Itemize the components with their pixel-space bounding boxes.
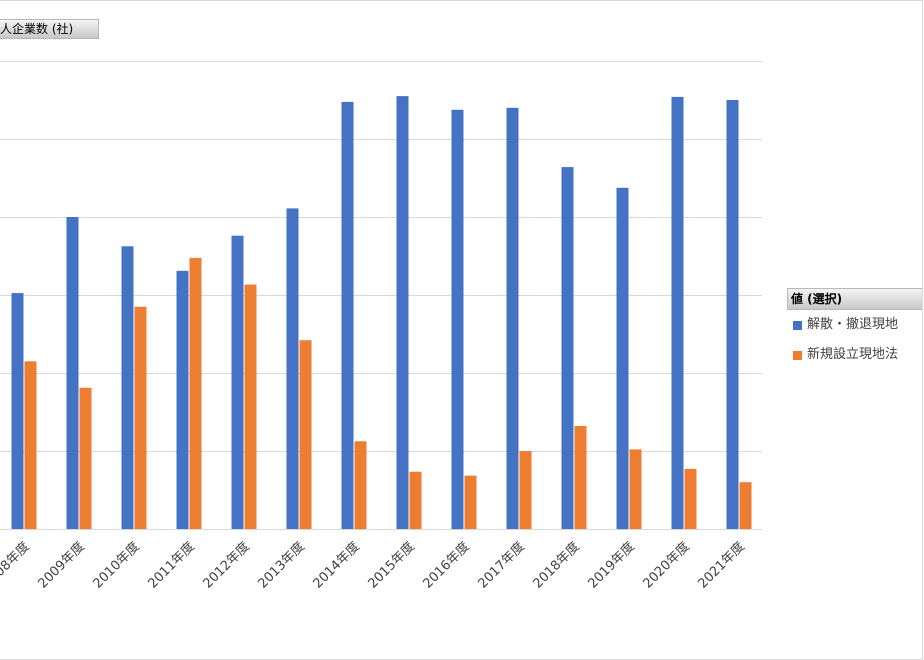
x-tick-label: 2019年度 [585, 539, 638, 592]
x-tick-label: 2015年度 [365, 539, 418, 592]
legend-field-button[interactable]: 値 (選択) [787, 288, 922, 310]
bar-series-1-2017年度[interactable] [506, 107, 519, 530]
bar-series-1-2021年度[interactable] [726, 100, 739, 529]
x-tick-label: 2011年度 [145, 539, 198, 592]
bar-series-2-2011年度[interactable] [189, 257, 202, 529]
legend-item-series-2[interactable]: 新規設立現地法 [787, 340, 922, 370]
bar-series-1-2008年度[interactable] [11, 293, 24, 529]
x-tick-label: 2009年度 [35, 539, 88, 592]
y-field-button[interactable]: 人企業数 (社) [0, 19, 99, 39]
x-tick-label: 2013年度 [255, 539, 308, 592]
y-field-button-label: 人企業数 (社) [0, 22, 74, 36]
x-axis-tick-labels: 2008年度 2009年度 2010年度 2011年度 2012年度 2013年度 2014… [0, 539, 748, 592]
bar-series-2-2008年度[interactable] [24, 361, 37, 529]
bar-series-2-2020年度[interactable] [684, 468, 697, 529]
bar-series-1-2019年度[interactable] [616, 187, 629, 530]
bar-series-2-2021年度[interactable] [739, 482, 752, 529]
bar-series-2-2012年度[interactable] [244, 284, 257, 530]
bar-series-1-2020年度[interactable] [671, 96, 684, 530]
bar-series-1-2014年度[interactable] [341, 101, 354, 530]
legend: 値 (選択) 解散・撤退現地 新規設立現地法 [787, 288, 922, 370]
bar-series-2-2013年度[interactable] [299, 340, 312, 529]
legend-swatch-series-1 [793, 321, 802, 330]
bar-series-2-2017年度[interactable] [519, 451, 532, 529]
bar-series-1-2016年度[interactable] [451, 109, 464, 530]
bar-series-2-2018年度[interactable] [574, 426, 587, 529]
bar-series-2-2015年度[interactable] [409, 471, 422, 529]
x-tick-label: 2008年度 [0, 539, 33, 592]
bar-series-2-2010年度[interactable] [134, 306, 147, 529]
bars [11, 96, 752, 530]
legend-label-series-1: 解散・撤退現地 [807, 317, 899, 332]
bar-series-2-2014年度[interactable] [354, 441, 367, 530]
x-tick-label: 2014年度 [310, 539, 363, 592]
x-tick-label: 2018年度 [530, 539, 583, 592]
bar-series-1-2013年度[interactable] [286, 208, 299, 529]
x-tick-label: 2021年度 [695, 539, 748, 592]
bar-series-2-2016年度[interactable] [464, 475, 477, 529]
bar-series-1-2009年度[interactable] [66, 217, 79, 529]
bar-series-2-2009年度[interactable] [79, 387, 92, 529]
bar-series-1-2018年度[interactable] [561, 167, 574, 529]
legend-swatch-series-2 [793, 351, 802, 360]
bar-series-1-2012年度[interactable] [231, 235, 244, 529]
bar-series-1-2011年度[interactable] [176, 270, 189, 529]
gridlines [0, 61, 762, 530]
x-tick-label: 2017年度 [475, 539, 528, 592]
x-tick-label: 2012年度 [200, 539, 253, 592]
legend-item-series-1[interactable]: 解散・撤退現地 [787, 310, 922, 340]
x-tick-label: 2010年度 [90, 539, 143, 592]
bar-series-1-2015年度[interactable] [396, 96, 409, 529]
x-tick-label: 2016年度 [420, 539, 473, 592]
bar-series-1-2010年度[interactable] [121, 246, 134, 530]
x-tick-label: 2020年度 [640, 539, 693, 592]
legend-label-series-2: 新規設立現地法 [807, 347, 899, 362]
bar-series-2-2019年度[interactable] [629, 449, 642, 529]
legend-header-label: 値 (選択) [791, 292, 843, 306]
